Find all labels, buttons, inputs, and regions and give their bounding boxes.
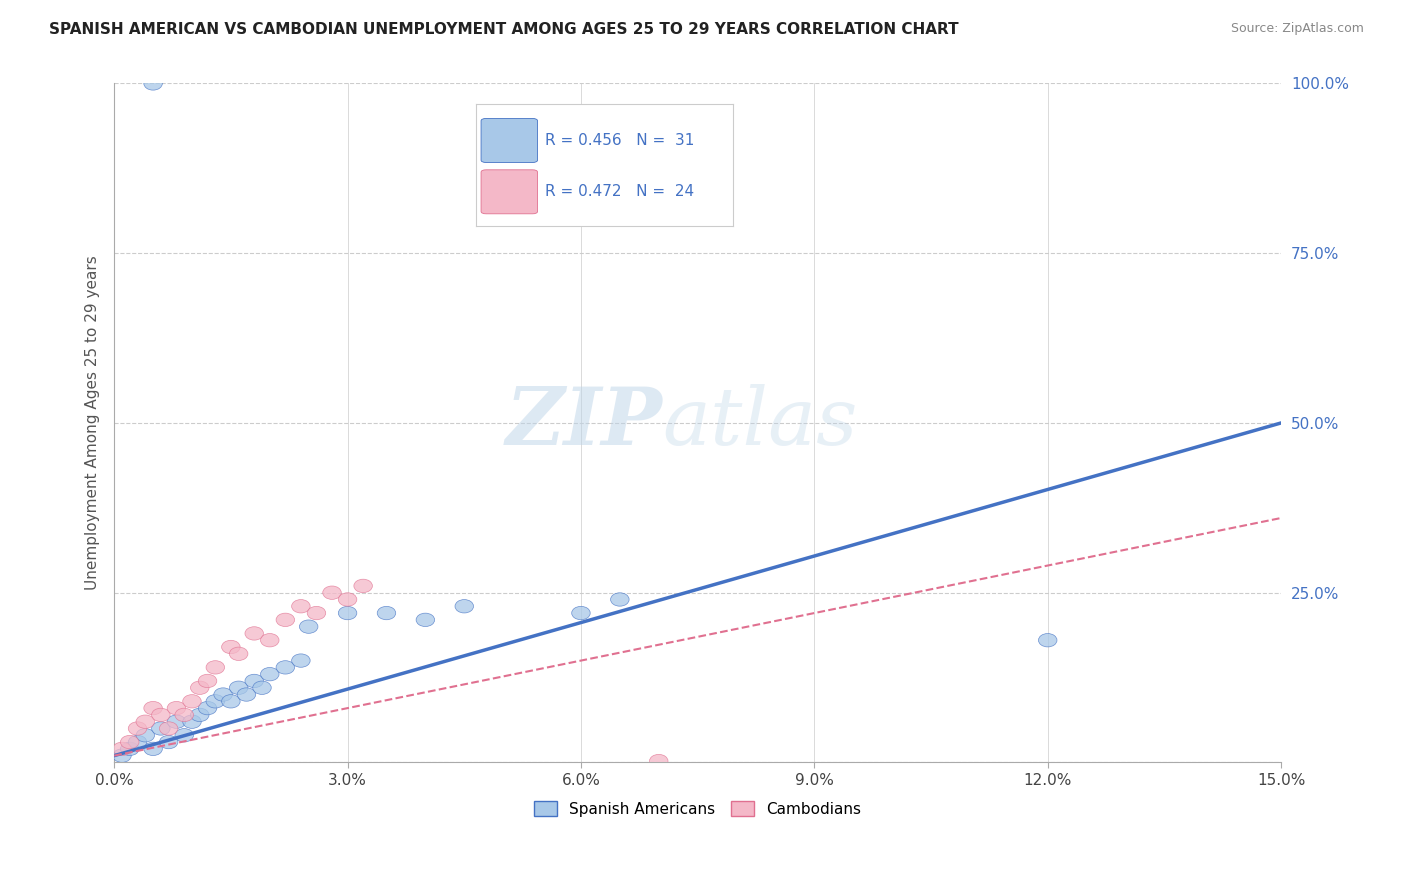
Ellipse shape: [198, 701, 217, 714]
Text: atlas: atlas: [662, 384, 858, 462]
Ellipse shape: [276, 613, 295, 626]
Ellipse shape: [159, 722, 179, 735]
Ellipse shape: [136, 729, 155, 742]
Ellipse shape: [323, 586, 342, 599]
Ellipse shape: [136, 715, 155, 729]
Ellipse shape: [456, 599, 474, 613]
Ellipse shape: [207, 661, 225, 674]
Legend: Spanish Americans, Cambodians: Spanish Americans, Cambodians: [529, 795, 868, 822]
Ellipse shape: [416, 613, 434, 626]
Ellipse shape: [229, 681, 247, 695]
Text: ZIP: ZIP: [506, 384, 662, 462]
Ellipse shape: [260, 667, 278, 681]
Ellipse shape: [377, 607, 395, 620]
Ellipse shape: [174, 708, 194, 722]
Ellipse shape: [222, 695, 240, 708]
Ellipse shape: [276, 661, 295, 674]
Ellipse shape: [222, 640, 240, 654]
Ellipse shape: [1039, 633, 1057, 647]
Ellipse shape: [229, 647, 247, 660]
Ellipse shape: [167, 701, 186, 714]
Ellipse shape: [183, 715, 201, 729]
Ellipse shape: [143, 742, 162, 756]
Ellipse shape: [253, 681, 271, 695]
Ellipse shape: [207, 695, 225, 708]
Ellipse shape: [610, 593, 628, 607]
Ellipse shape: [112, 742, 131, 756]
Ellipse shape: [128, 722, 146, 735]
Ellipse shape: [354, 579, 373, 592]
Ellipse shape: [183, 695, 201, 708]
Text: SPANISH AMERICAN VS CAMBODIAN UNEMPLOYMENT AMONG AGES 25 TO 29 YEARS CORRELATION: SPANISH AMERICAN VS CAMBODIAN UNEMPLOYME…: [49, 22, 959, 37]
Ellipse shape: [121, 735, 139, 748]
Text: Source: ZipAtlas.com: Source: ZipAtlas.com: [1230, 22, 1364, 36]
Ellipse shape: [112, 749, 131, 763]
Ellipse shape: [152, 708, 170, 722]
Ellipse shape: [307, 607, 326, 620]
Ellipse shape: [245, 627, 263, 640]
Ellipse shape: [214, 688, 232, 701]
Ellipse shape: [291, 599, 311, 613]
Y-axis label: Unemployment Among Ages 25 to 29 years: Unemployment Among Ages 25 to 29 years: [86, 256, 100, 591]
Ellipse shape: [121, 742, 139, 756]
Ellipse shape: [128, 735, 146, 748]
Ellipse shape: [650, 755, 668, 768]
Ellipse shape: [198, 674, 217, 688]
Ellipse shape: [159, 735, 179, 748]
Ellipse shape: [572, 607, 591, 620]
Ellipse shape: [143, 77, 162, 90]
Ellipse shape: [260, 633, 278, 647]
Ellipse shape: [299, 620, 318, 633]
Ellipse shape: [190, 708, 209, 722]
Ellipse shape: [245, 674, 263, 688]
Ellipse shape: [238, 688, 256, 701]
Ellipse shape: [174, 729, 194, 742]
Ellipse shape: [167, 715, 186, 729]
Ellipse shape: [291, 654, 311, 667]
Ellipse shape: [190, 681, 209, 695]
Ellipse shape: [152, 722, 170, 735]
Ellipse shape: [143, 701, 162, 714]
Ellipse shape: [339, 607, 357, 620]
Ellipse shape: [339, 593, 357, 607]
